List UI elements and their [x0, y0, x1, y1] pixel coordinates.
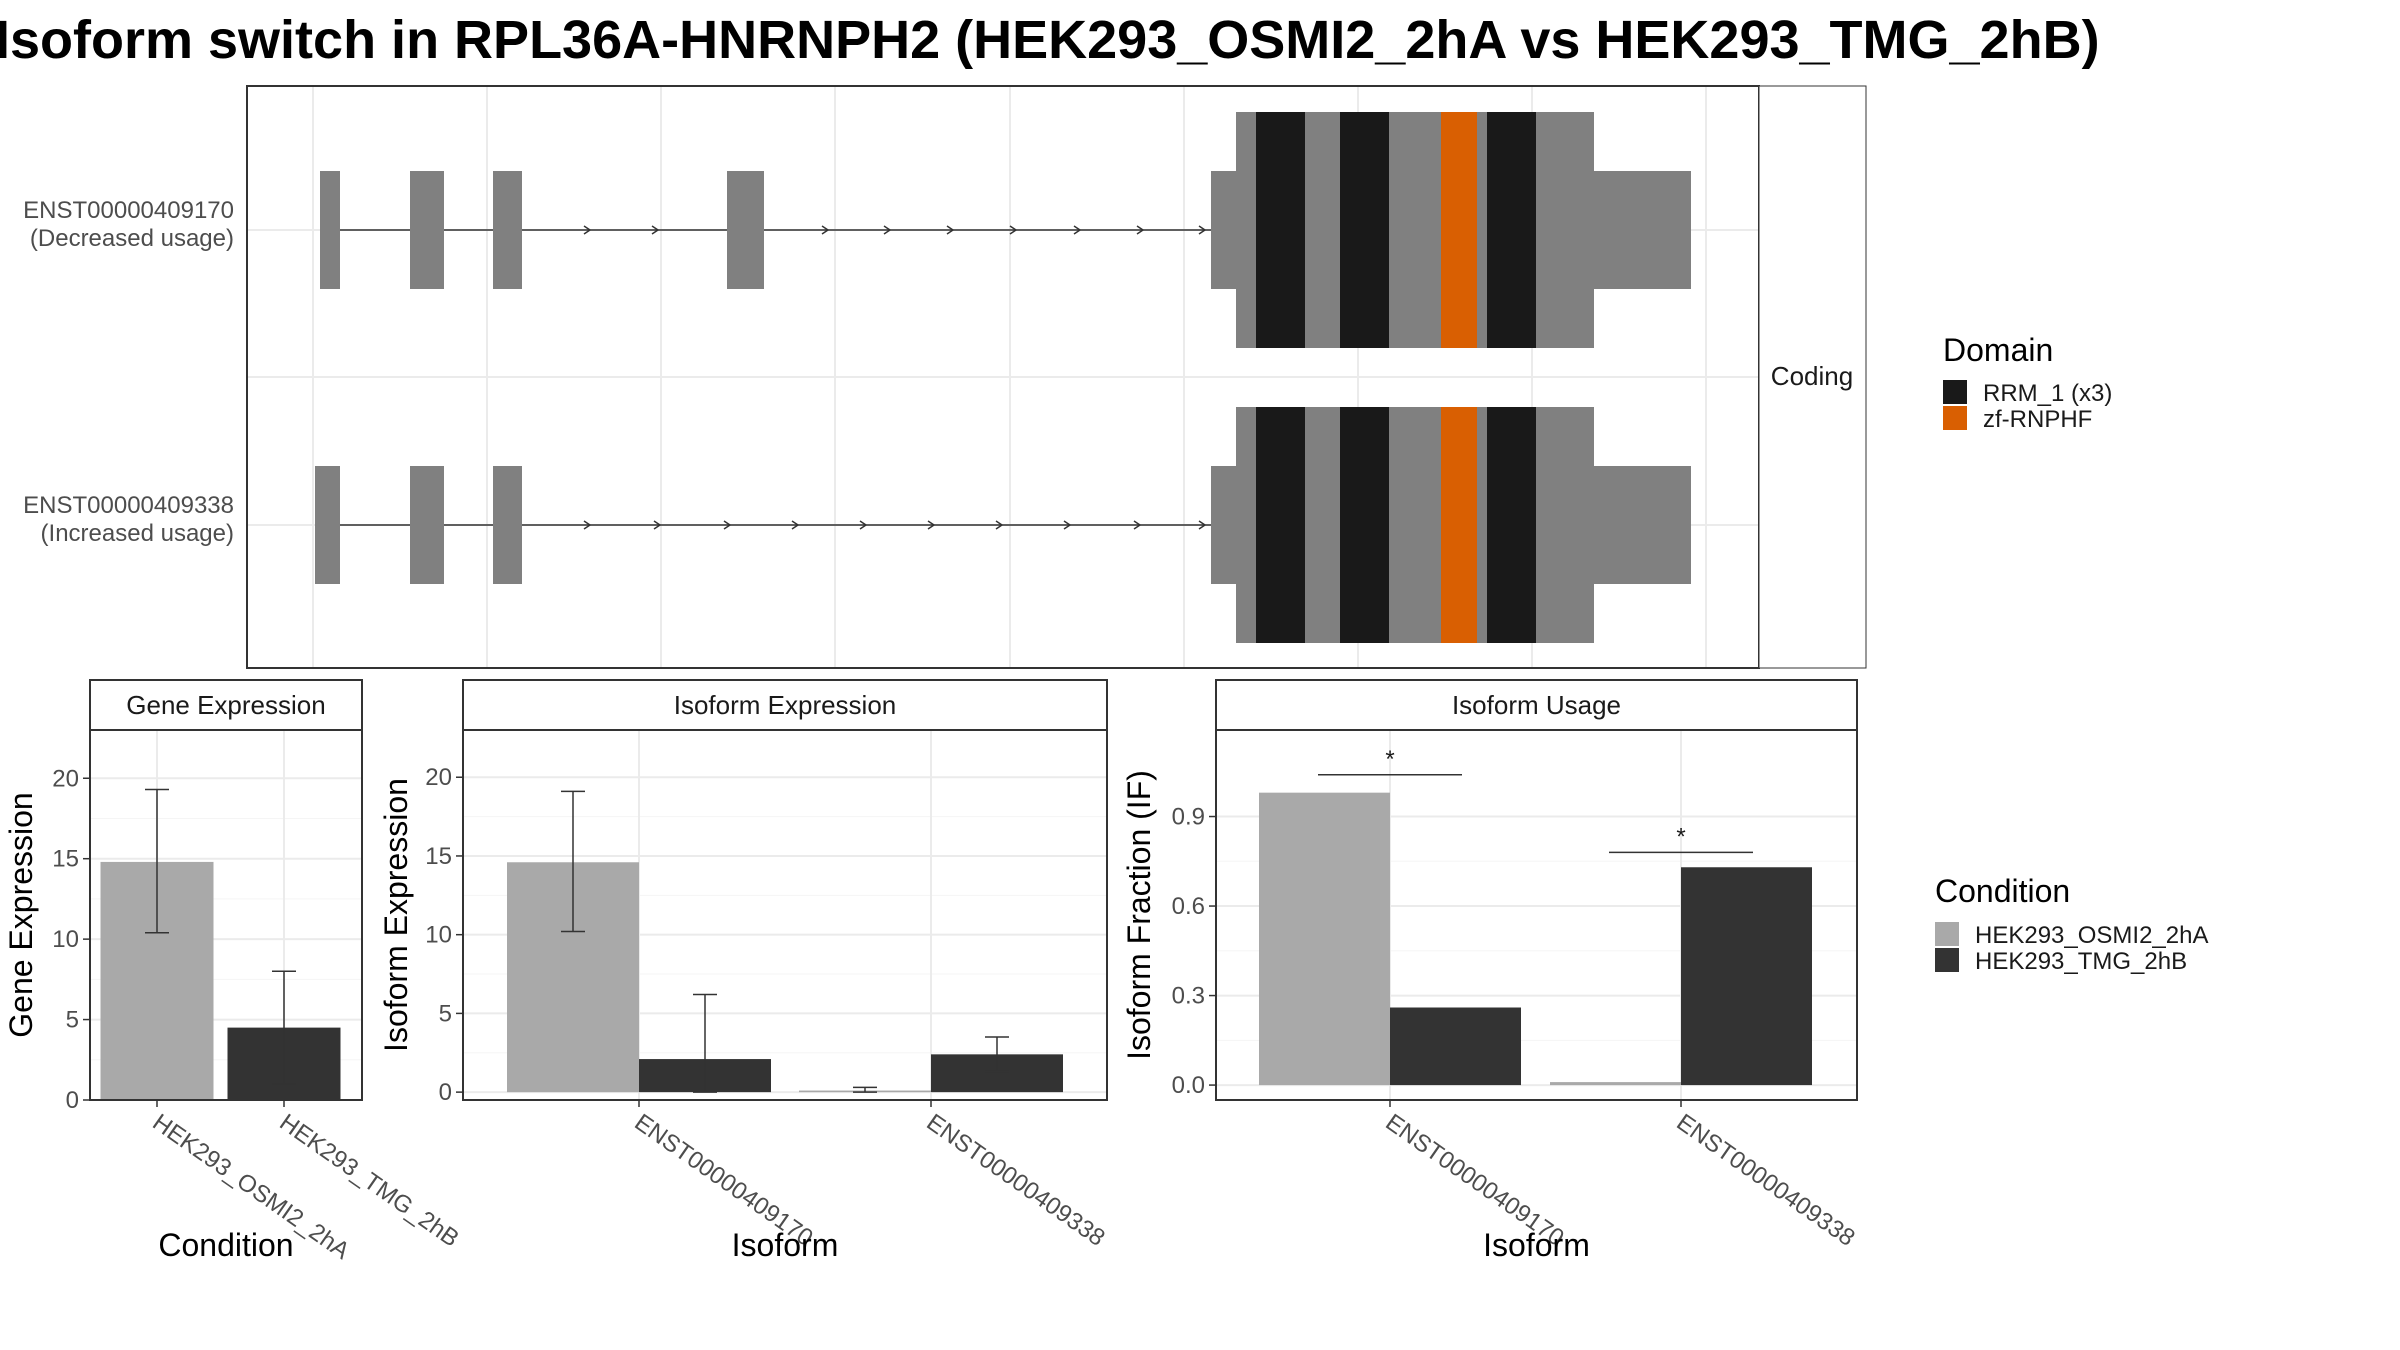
panel-strip-label: Isoform Usage: [1452, 690, 1621, 720]
utr-segment: [1593, 171, 1691, 289]
legend-label: HEK293_TMG_2hB: [1975, 948, 2187, 975]
rrm-domain: [1340, 407, 1389, 643]
exon: [320, 171, 340, 289]
direction-arrow: [653, 520, 662, 530]
y-tick-label: 0: [66, 1087, 79, 1114]
legend-label: HEK293_OSMI2_2hA: [1975, 922, 2208, 949]
direction-arrow: [791, 520, 800, 530]
utr-segment: [1593, 466, 1691, 584]
bar: [1390, 1007, 1521, 1086]
legend-key: [1943, 406, 1967, 430]
y-tick-label: 15: [52, 846, 79, 873]
y-axis-title: Isoform Expression: [378, 778, 414, 1052]
y-tick-label: 0: [439, 1079, 452, 1106]
y-tick-label: 0.0: [1172, 1072, 1205, 1099]
panel-strip-label: Isoform Expression: [674, 690, 897, 720]
direction-arrow: [883, 225, 892, 235]
bar: [1550, 1082, 1681, 1086]
domain-legend: Domain RRM_1 (x3)zf-RNPHF: [1943, 332, 2112, 433]
transcript-id-label: ENST00000409338: [23, 492, 234, 519]
direction-arrow: [1063, 520, 1072, 530]
y-tick-label: 20: [52, 765, 79, 792]
facet-strip-label: Coding: [1771, 361, 1853, 391]
direction-arrow: [859, 520, 868, 530]
direction-arrow: [1073, 225, 1082, 235]
direction-arrow: [927, 520, 936, 530]
y-tick-label: 20: [425, 764, 452, 791]
direction-arrow: [1198, 225, 1207, 235]
direction-arrow: [723, 520, 732, 530]
direction-arrow: [583, 520, 592, 530]
direction-arrow: [1009, 225, 1018, 235]
rrm-domain: [1256, 112, 1305, 348]
plot-border: [462, 729, 1108, 1101]
plot-border: [1215, 729, 1858, 1101]
transcript-structure-panel: ENST00000409170(Decreased usage)ENST0000…: [23, 85, 1867, 669]
transcript-usage-label: (Decreased usage): [30, 225, 234, 252]
significance-label: *: [1385, 746, 1394, 773]
exon: [315, 466, 340, 584]
y-tick-label: 10: [425, 922, 452, 949]
exon: [727, 171, 764, 289]
significance-label: *: [1676, 823, 1685, 850]
direction-arrow: [1136, 225, 1145, 235]
y-tick-label: 0.6: [1172, 893, 1205, 920]
exon: [410, 466, 444, 584]
transcript-row: ENST00000409170(Decreased usage): [23, 112, 1691, 348]
exon: [410, 171, 444, 289]
legend-key: [1935, 948, 1959, 972]
transcript-id-label: ENST00000409170: [23, 197, 234, 224]
direction-arrow: [1133, 520, 1142, 530]
x-axis-title: Isoform: [1483, 1227, 1590, 1263]
utr-segment: [1211, 466, 1237, 584]
facet-strip: [1758, 85, 1867, 669]
y-tick-label: 0.9: [1172, 804, 1205, 831]
panel-strip-label: Gene Expression: [126, 690, 325, 720]
legend-title: Domain: [1943, 332, 2053, 368]
x-tick-label: ENST00000409338: [922, 1109, 1110, 1252]
transcript-row: ENST00000409338(Increased usage): [23, 407, 1691, 643]
y-tick-label: 10: [52, 926, 79, 953]
x-tick-label: ENST00000409338: [1672, 1109, 1860, 1252]
direction-arrow: [651, 225, 660, 235]
rrm-domain: [1487, 407, 1536, 643]
y-axis-title: Gene Expression: [3, 792, 39, 1037]
rrm-domain: [1340, 112, 1389, 348]
legend-label: zf-RNPHF: [1983, 406, 2092, 433]
y-tick-label: 0.3: [1172, 983, 1205, 1010]
exon: [493, 171, 522, 289]
x-axis-title: Condition: [158, 1227, 293, 1263]
legend-label: RRM_1 (x3): [1983, 380, 2112, 407]
figure-title: Isoform switch in RPL36A-HNRNPH2 (HEK293…: [0, 10, 2100, 70]
direction-arrow: [821, 225, 830, 235]
zf-domain: [1441, 407, 1477, 643]
y-tick-label: 5: [439, 1000, 452, 1027]
rrm-domain: [1487, 112, 1536, 348]
plot-border: [89, 729, 363, 1101]
bar: [1259, 792, 1390, 1086]
panel-strip: [1215, 679, 1858, 731]
utr-segment: [1211, 171, 1237, 289]
x-axis-title: Isoform: [732, 1227, 839, 1263]
legend-key: [1943, 380, 1967, 404]
transcript-usage-label: (Increased usage): [41, 520, 234, 547]
isoform-expression-panel: Isoform Expression05101520ENST0000040917…: [378, 679, 1110, 1263]
y-tick-label: 15: [425, 843, 452, 870]
rrm-domain: [1256, 407, 1305, 643]
y-axis-title: Isoform Fraction (IF): [1121, 770, 1157, 1060]
direction-arrow: [946, 225, 955, 235]
exon: [493, 466, 522, 584]
direction-arrow: [1198, 520, 1207, 530]
direction-arrow: [583, 225, 592, 235]
bar: [1681, 867, 1812, 1086]
legend-title: Condition: [1935, 873, 2070, 909]
zf-domain: [1441, 112, 1477, 348]
legend-key: [1935, 922, 1959, 946]
isoform-usage-panel: Isoform Usage**0.00.30.60.9ENST000004091…: [1121, 679, 1860, 1263]
direction-arrow: [995, 520, 1004, 530]
y-tick-label: 5: [66, 1007, 79, 1034]
